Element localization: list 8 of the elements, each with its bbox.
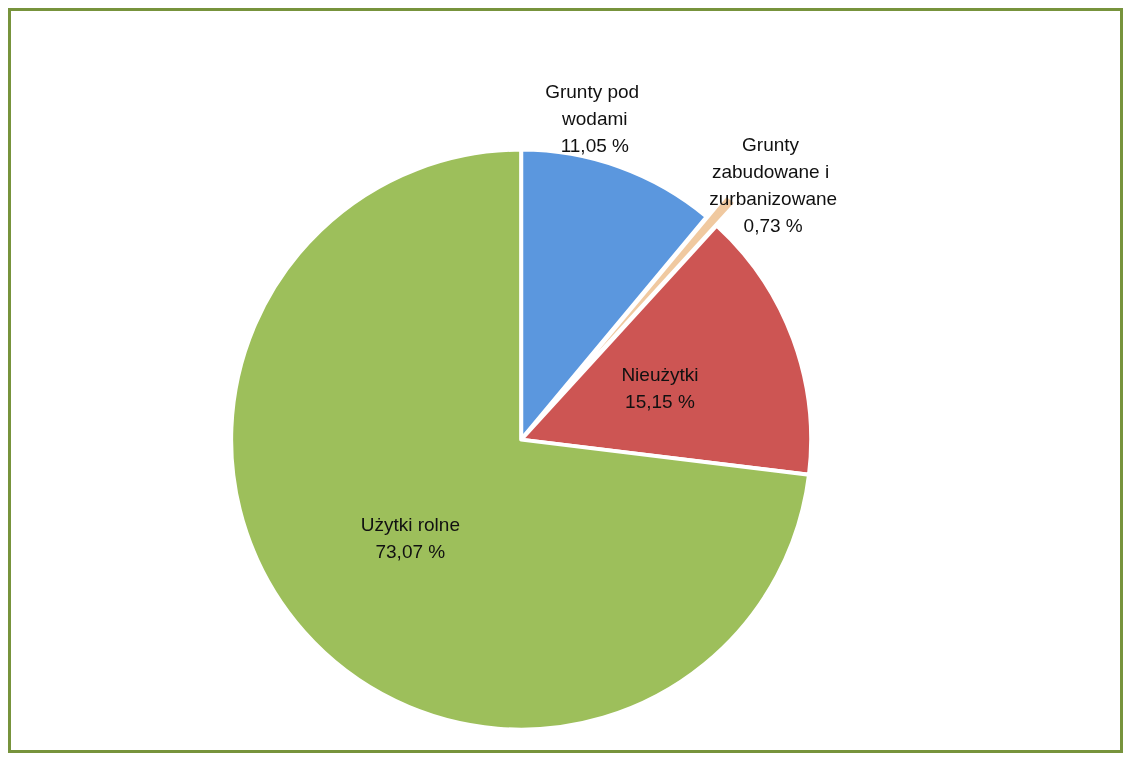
slice-label: Grunty pod wodami	[545, 80, 645, 129]
data-label: 0,73 %	[743, 214, 803, 236]
data-label: 73,07 %	[375, 540, 446, 562]
slice-label: Nieużytki	[621, 364, 699, 386]
data-label: 11,05 %	[560, 134, 630, 156]
slice-label: Użytki rolne	[360, 513, 460, 535]
slice-label: Grunty zabudowane i zurbanizowane	[709, 133, 838, 209]
data-label: 15,15 %	[625, 391, 695, 413]
